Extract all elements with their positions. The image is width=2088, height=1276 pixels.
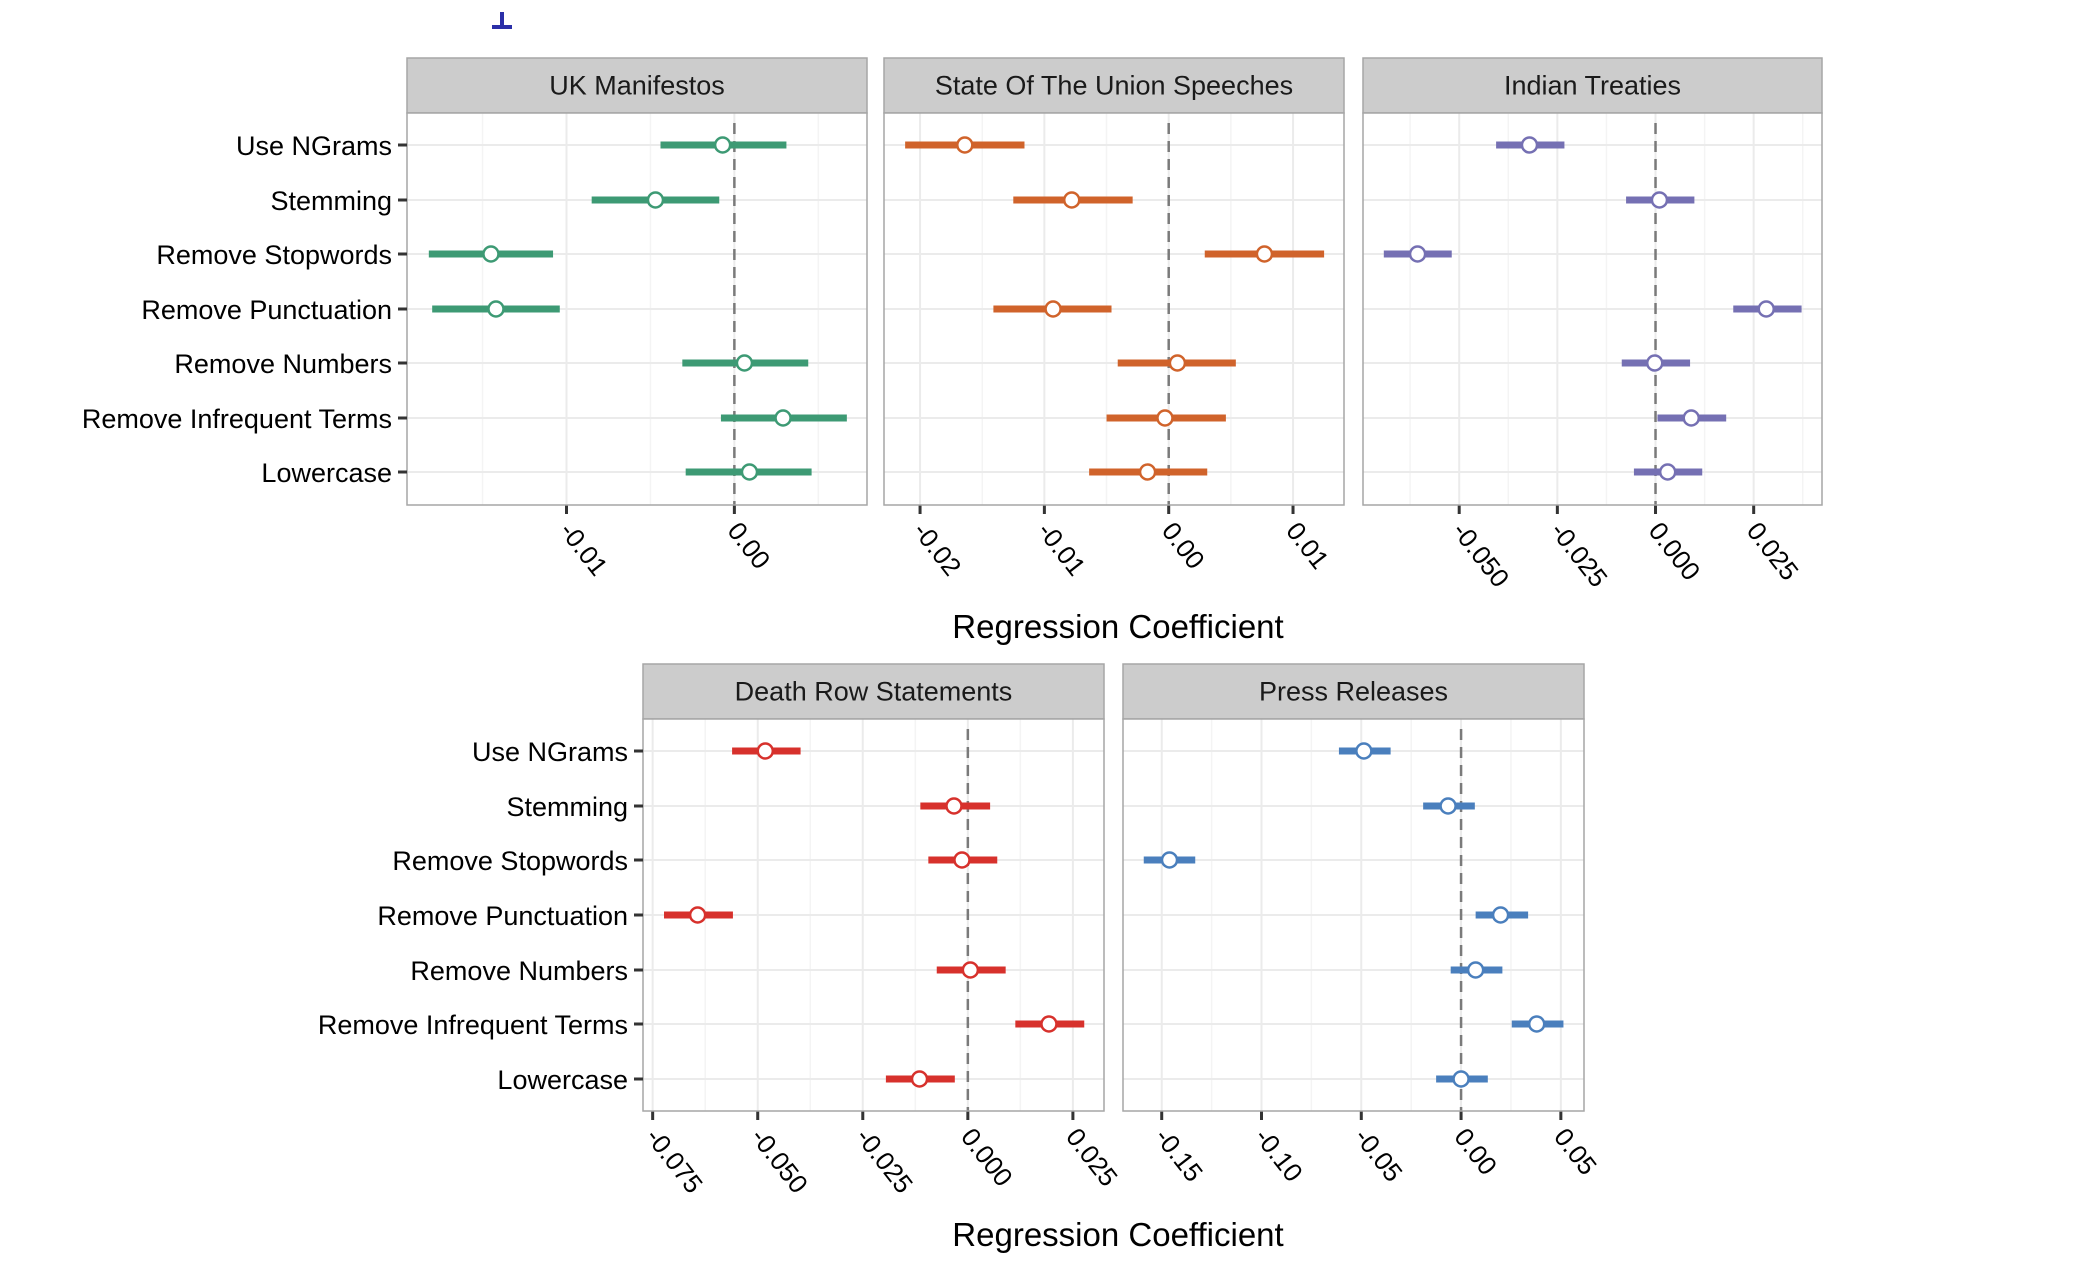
x-tick-label: -0.050 [745,1122,814,1199]
panel-border [883,112,1345,506]
facet-strip [1122,663,1585,720]
point-estimate [1439,797,1457,815]
point-estimate [1040,1015,1058,1033]
x-tick-label: 0.00 [722,516,777,574]
point-estimate [1527,1015,1546,1033]
point-estimate [1757,300,1775,318]
facet-strip [883,57,1345,114]
y-tick-label: Use NGrams [472,737,628,767]
point-estimate [1156,409,1174,427]
facet-strip [1362,57,1823,114]
facet-title: Indian Treaties [1504,71,1681,101]
facet-title: Press Releases [1259,677,1448,707]
x-tick-label: -0.05 [1349,1122,1409,1187]
point-estimate [956,136,974,154]
point-estimate [1491,906,1510,924]
point-estimate [1255,245,1274,263]
point-estimate [1408,245,1427,263]
y-tick-label: Lowercase [261,458,392,488]
facet-title: Death Row Statements [735,677,1013,707]
panel-indian-treaties: Indian Treaties -0.050 -0.025 0.000 0.025 [1362,57,1823,593]
panel-border [1122,718,1585,1112]
panel-uk-manifestos: UK Manifestos -0.01 0.00 Use NGrams Stemming… [82,57,868,581]
point-estimate [1355,742,1373,760]
panel-state-of-the-union-speeches: State Of The Union Speeches -0.02 -0.01 0.0… [883,57,1345,581]
y-tick-label: Remove Punctuation [141,295,392,325]
x-tick-label: 0.00 [1448,1122,1503,1180]
x-tick-label: -0.01 [554,516,614,581]
point-estimate [945,797,963,815]
x-tick-label: 0.01 [1280,516,1335,574]
point-estimate [774,409,792,427]
point-estimate [688,906,707,924]
point-estimate [1138,463,1157,481]
x-axis-title-bottom: Regression Coefficient [952,1216,1283,1253]
point-estimate [756,742,775,760]
x-tick-label: 0.000 [1643,516,1707,586]
x-tick-label: -0.050 [1446,516,1515,593]
y-tick-label: Use NGrams [236,131,392,161]
point-estimate [482,245,500,263]
point-estimate [1682,409,1700,427]
y-tick-label: Stemming [270,186,392,216]
point-estimate [1466,961,1485,979]
point-estimate [1645,354,1664,372]
x-tick-label: -0.10 [1249,1122,1309,1187]
y-tick-label: Remove Punctuation [377,901,628,931]
y-tick-label: Remove Infrequent Terms [318,1010,628,1040]
point-estimate [1160,851,1179,869]
y-tick-label: Remove Numbers [174,349,392,379]
x-tick-label: -0.025 [850,1122,919,1199]
corner-mark-base [492,25,512,29]
x-tick-label: 0.00 [1156,516,1211,574]
panel-border [1362,112,1823,506]
point-estimate [713,136,732,154]
corner-mark-icon [492,12,512,29]
x-tick-label: -0.075 [640,1122,709,1199]
point-estimate [740,463,759,481]
point-estimate [1044,300,1062,318]
corner-mark-stem [500,12,504,26]
point-estimate [1452,1070,1470,1088]
y-tick-label: Stemming [506,792,628,822]
point-estimate [910,1070,929,1088]
x-tick-label: -0.15 [1149,1122,1209,1187]
x-tick-label: 0.025 [1060,1122,1124,1192]
y-tick-label: Remove Stopwords [156,240,392,270]
point-estimate [487,300,505,318]
point-estimate [1062,191,1081,209]
facet-title: UK Manifestos [549,71,725,101]
point-estimate [1650,191,1669,209]
panel-death-row-statements: Death Row Statements -0.075 -0.050 -0.025 0.… [318,663,1124,1199]
y-tick-label: Remove Numbers [410,956,628,986]
point-estimate [646,191,665,209]
facet-strip [642,663,1105,720]
y-tick-label: Lowercase [497,1065,628,1095]
x-tick-label: -0.025 [1545,516,1614,593]
y-tick-label: Remove Stopwords [392,846,628,876]
point-estimate [1658,463,1677,481]
point-estimate [961,961,980,979]
panel-press-releases: Press Releases -0.15 -0.10 -0.05 0.00 0.05 [1122,663,1603,1187]
point-estimate [1168,354,1187,372]
point-estimate [953,851,971,869]
facet-title: State Of The Union Speeches [935,71,1293,101]
x-tick-label: 0.05 [1548,1122,1603,1180]
point-estimate [735,354,754,372]
point-estimate [1520,136,1539,154]
x-tick-label: 0.025 [1741,516,1805,586]
x-tick-label: -0.02 [907,516,967,581]
x-tick-label: 0.000 [955,1122,1019,1192]
x-tick-label: -0.01 [1032,516,1092,581]
x-axis-title-top: Regression Coefficient [952,608,1283,645]
y-tick-label: Remove Infrequent Terms [82,404,392,434]
facet-strip [406,57,868,114]
